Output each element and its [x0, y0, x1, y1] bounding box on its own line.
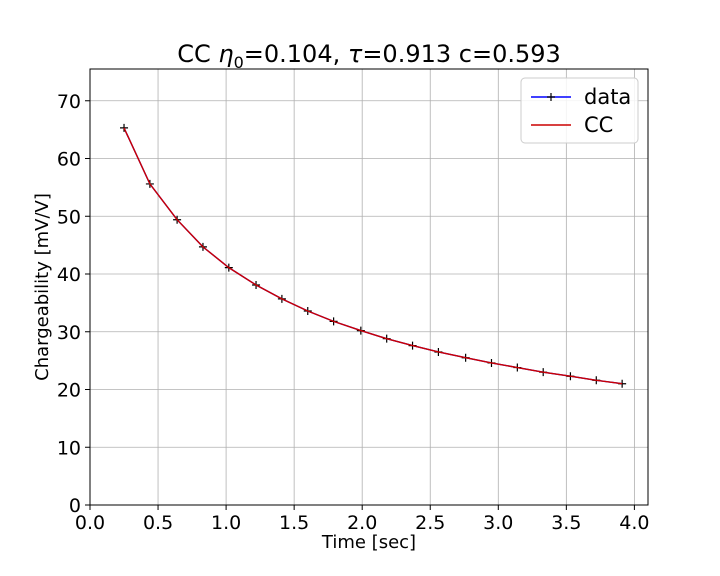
- grid: [89, 69, 648, 506]
- x-axis-label: Time [sec]: [321, 532, 416, 553]
- y-tick-label: 60: [57, 149, 81, 171]
- series-line-data: [123, 127, 623, 385]
- x-tick-label: 3.0: [483, 512, 513, 534]
- chart-title: CC η0=0.104, τ=0.913 c=0.593: [177, 40, 561, 72]
- y-tick-label: 10: [57, 437, 81, 459]
- legend-label-data: data: [584, 85, 631, 109]
- x-tick-label: 2.0: [347, 512, 377, 534]
- x-tick-label: 2.5: [415, 512, 445, 534]
- y-axis-label: Chargeability [mV/V]: [32, 193, 53, 381]
- series-line-cc: [123, 127, 623, 385]
- ticks: 0.0 0.5 1.0 1.5 2.0 2.5 3.0 3.5 4.0 0 10 20 30 40 50 60…: [57, 91, 650, 534]
- x-tick-label: 1.0: [211, 512, 241, 534]
- x-tick-label: 4.0: [619, 512, 649, 534]
- legend-box: [520, 77, 639, 144]
- legend: data CC: [520, 77, 639, 144]
- y-tick-label: 30: [57, 322, 81, 344]
- x-tick-label: 3.5: [551, 512, 581, 534]
- y-tick-label: 20: [57, 380, 81, 402]
- x-tick-label: 0.0: [75, 512, 105, 534]
- series: [120, 123, 627, 388]
- x-tick-label: 0.5: [143, 512, 173, 534]
- y-tick-label: 0: [69, 495, 81, 517]
- legend-label-cc: CC: [584, 113, 613, 137]
- y-tick-label: 40: [57, 264, 81, 286]
- y-tick-label: 50: [57, 206, 81, 228]
- legend-marker: [547, 93, 555, 101]
- y-tick-label: 70: [57, 91, 81, 113]
- plot-frame: [89, 68, 649, 506]
- x-tick-label: 1.5: [279, 512, 309, 534]
